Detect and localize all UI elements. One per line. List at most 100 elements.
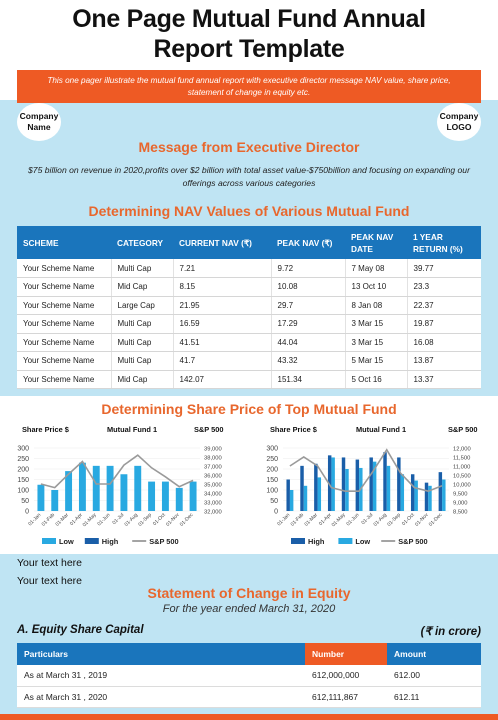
table-cell: 8.15	[173, 277, 272, 297]
y2-tick-label: 33,000	[204, 501, 222, 507]
line-sp500	[40, 454, 194, 489]
bar-low	[106, 465, 114, 511]
table-row: Your Scheme Name Multi Cap 41.7 43.32 5 Mar …	[17, 351, 481, 371]
table-cell: 13 Oct 10	[345, 277, 408, 297]
bar-low	[317, 477, 322, 511]
table-cell: 29.7	[271, 296, 346, 315]
x-tick-label: 01-Feb	[41, 512, 57, 528]
table-row: Your Scheme Name Multi Cap 16.59 17.29 3 Mar…	[17, 314, 481, 334]
company-logo-line-1: Company	[439, 111, 479, 121]
bar-high	[410, 474, 415, 511]
nav-heading: Determining NAV Values of Various Mutual…	[88, 203, 410, 219]
table-cell: 13.87	[407, 351, 481, 371]
table-cell: 142.07	[173, 370, 272, 389]
table-cell: Large Cap	[111, 296, 174, 315]
table-cell: Your Scheme Name	[17, 333, 112, 352]
x-tick-label: 01-Jun	[96, 512, 111, 527]
bottom-accent-bar	[0, 714, 498, 720]
nav-table: SCHEME CATEGORY CURRENT NAV (₹) PEAK NAV…	[17, 226, 481, 389]
title-line-2: Report Template	[153, 35, 345, 63]
table-row: Your Scheme Name Mid Cap 8.15 10.08 13 Oct 1…	[17, 277, 481, 297]
company-logo-line-2: LOGO	[446, 122, 472, 132]
x-tick-label: 01-Jun	[345, 512, 360, 527]
company-logo-badge: Company LOGO	[437, 103, 481, 141]
nav-col-scheme: SCHEME	[17, 226, 111, 259]
table-cell: Your Scheme Name	[17, 259, 112, 278]
table-cell: Your Scheme Name	[17, 277, 112, 297]
bar-low	[345, 469, 349, 511]
equity-heading: Statement of Change in Equity	[147, 585, 351, 601]
equity-table: Particulars Number Amount As at March 31…	[17, 643, 481, 708]
y-tick-label: 50	[270, 498, 278, 505]
legend-swatch-low	[42, 538, 56, 544]
x-tick-label: 01-May	[82, 512, 98, 528]
x-tick-label: 01-Mar	[304, 512, 320, 528]
legend-label: Low	[59, 537, 74, 546]
table-cell: 39.77	[407, 259, 481, 278]
legend-swatch-low	[338, 538, 353, 544]
exec-message: $75 billion on revenue in 2020,profits o…	[28, 165, 470, 188]
bar-high	[300, 465, 304, 511]
nav-col-category: CATEGORY	[111, 226, 173, 259]
legend-label: S&P 500	[149, 537, 178, 546]
table-cell: 612,000,000	[305, 665, 387, 687]
nav-table-header: SCHEME CATEGORY CURRENT NAV (₹) PEAK NAV…	[17, 226, 481, 259]
bar-low	[289, 490, 294, 511]
nav-col-peak-nav: PEAK NAV (₹)	[271, 226, 345, 259]
table-cell: As at March 31 , 2020	[17, 686, 305, 708]
table-cell: Your Scheme Name	[17, 296, 112, 315]
company-name-line-2: Name	[27, 122, 51, 132]
bar-high	[327, 455, 332, 511]
y-tick-label: 200	[266, 467, 278, 474]
bar-high	[383, 452, 387, 511]
y-tick-label: 150	[266, 477, 278, 484]
table-cell: 41.51	[173, 333, 272, 352]
y2-tick-label: 9,500	[453, 492, 468, 498]
bar-high	[438, 472, 443, 511]
x-tick-label: 01-Aug	[124, 512, 140, 528]
equity-col-particulars: Particulars	[17, 643, 305, 665]
bar-low	[134, 465, 142, 511]
nav-col-peak-nav-date: PEAK NAV DATE	[345, 226, 407, 259]
y2-tick-label: 9,000	[453, 501, 468, 507]
table-cell: 19.87	[407, 314, 481, 334]
y-tick-label: 100	[17, 488, 29, 495]
bar-low	[414, 480, 418, 511]
y2-tick-label: 12,000	[453, 447, 471, 453]
x-tick-label: 01-Aug	[373, 512, 389, 528]
y-tick-label: 100	[266, 488, 278, 495]
x-tick-label: 01-Nov	[414, 512, 430, 528]
equity-subheading: For the year ended March 31, 2020	[162, 603, 336, 615]
page-title: One Page Mutual Fund Annual Report Templ…	[0, 4, 498, 64]
bar-high	[355, 459, 360, 511]
bar-high	[341, 457, 346, 511]
table-cell: 7.21	[173, 259, 272, 278]
bar-low	[78, 462, 86, 511]
bar-low	[442, 479, 446, 511]
x-tick-label: 01-Feb	[290, 512, 306, 528]
y-tick-label: 200	[17, 467, 29, 474]
equity-share-capital-label: A. Equity Share Capital	[17, 624, 144, 636]
table-row: As at March 31 , 2019 612,000,000 612.00	[17, 665, 481, 687]
legend-label: High	[308, 537, 325, 546]
placeholder-text-2: Your text here	[17, 575, 82, 587]
bar-low	[148, 481, 156, 511]
table-cell: As at March 31 , 2019	[17, 665, 305, 687]
bar-low	[65, 471, 73, 511]
exec-heading: Message from Executive Director	[138, 139, 360, 155]
table-cell: Your Scheme Name	[17, 370, 112, 389]
y2-tick-label: 32,000	[204, 510, 222, 516]
y2-tick-label: 36,000	[204, 474, 222, 480]
placeholder-text-1: Your text here	[17, 557, 82, 569]
x-tick-label: 01-Nov	[165, 512, 181, 528]
legend-label: S&P 500	[398, 537, 427, 546]
table-cell: 21.95	[173, 296, 272, 315]
chart1-right-axis-label: S&P 500	[194, 425, 224, 434]
x-tick-label: 01-Sep	[386, 512, 402, 528]
x-tick-label: 01-May	[331, 512, 347, 528]
legend-swatch-high	[291, 538, 305, 544]
y2-tick-label: 37,000	[204, 465, 222, 471]
table-cell: 9.72	[271, 259, 346, 278]
bar-high	[286, 479, 290, 511]
table-cell: 612,111,867	[305, 686, 387, 708]
